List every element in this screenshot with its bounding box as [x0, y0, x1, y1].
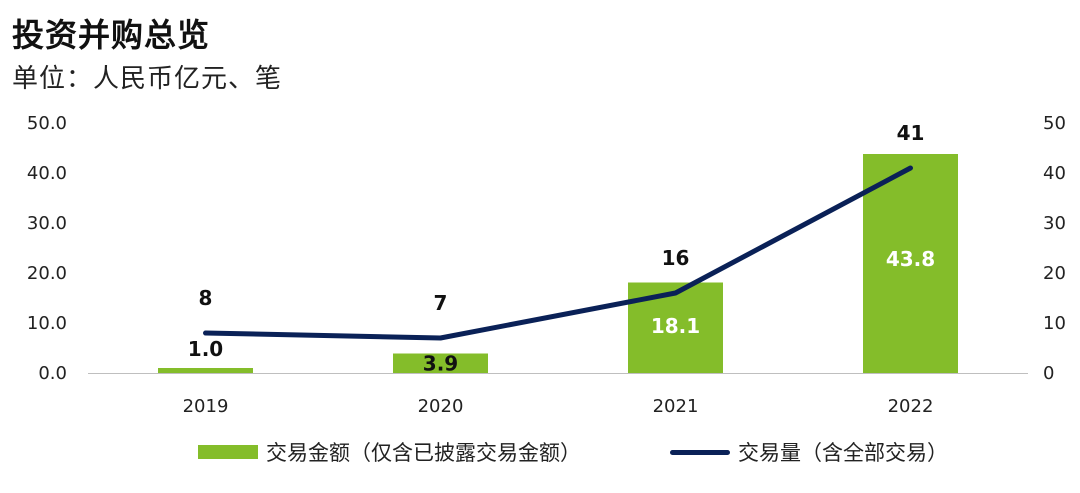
legend-item-bar[interactable]: 交易金额（仅含已披露交易金额） [198, 437, 581, 467]
line-data-label: 8 [199, 286, 213, 310]
bar-data-label: 18.1 [651, 314, 700, 338]
bar [863, 154, 958, 373]
y-left-tick-label: 50.0 [27, 113, 67, 134]
chart-title: 投资并购总览 [12, 16, 211, 54]
bar-data-label: 1.0 [188, 337, 223, 361]
y-right-tick-label: 10 [1043, 313, 1066, 334]
legend-item-line[interactable]: 交易量（含全部交易） [670, 437, 948, 467]
y-left-tick-label: 20.0 [27, 263, 67, 284]
x-tick-label: 2022 [888, 396, 934, 417]
y-left-tick-label: 30.0 [27, 213, 67, 234]
legend-label-line: 交易量（含全部交易） [738, 441, 948, 465]
y-right-tick-label: 0 [1043, 363, 1054, 384]
x-tick-label: 2019 [183, 396, 229, 417]
y-right-tick-label: 40 [1043, 163, 1066, 184]
line-data-label: 16 [662, 246, 690, 270]
y-left-tick-label: 0.0 [38, 363, 67, 384]
y-right-tick-label: 20 [1043, 263, 1066, 284]
y-right-tick-label: 30 [1043, 213, 1066, 234]
bar [393, 353, 488, 373]
legend-label-bar: 交易金额（仅含已披露交易金额） [266, 441, 581, 465]
legend-swatch-line [670, 449, 730, 455]
series-line [203, 165, 913, 341]
chart-legend: 交易金额（仅含已披露交易金额） 交易量（含全部交易） [0, 437, 1080, 467]
y-left-tick-label: 40.0 [27, 163, 67, 184]
bar [158, 368, 253, 373]
y-left-tick-label: 10.0 [27, 313, 67, 334]
line-data-label: 41 [897, 121, 925, 145]
chart-subtitle: 单位：人民币亿元、笔 [12, 64, 283, 94]
bar-data-label: 43.8 [886, 247, 935, 271]
x-tick-label: 2021 [653, 396, 699, 417]
legend-swatch-bar [198, 445, 258, 459]
x-tick-label: 2020 [418, 396, 464, 417]
bar-data-label: 3.9 [423, 351, 458, 375]
line-data-label: 7 [434, 291, 448, 315]
y-right-tick-label: 50 [1043, 113, 1066, 134]
